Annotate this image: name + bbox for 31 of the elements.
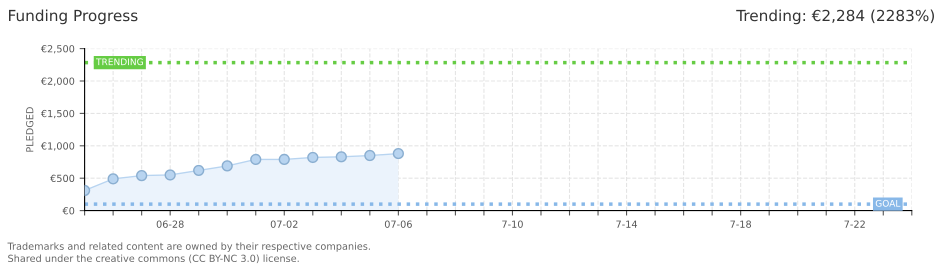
- ref-line-label: TRENDING: [96, 58, 143, 66]
- point: [364, 150, 376, 162]
- x-tick-label: 07-02: [270, 220, 298, 228]
- x-tick-label: 7-14: [616, 220, 638, 228]
- y-tick-label: €1,500: [40, 110, 74, 118]
- y-axis-title: PLEDGED: [26, 107, 34, 152]
- point: [278, 154, 290, 166]
- point: [193, 164, 204, 176]
- x-tick-label: 7-18: [730, 220, 752, 228]
- x-tick-label: 06-28: [156, 220, 184, 228]
- y-tick-label: €2,000: [40, 77, 74, 86]
- chart-subtitle: Trending: €2,284 (2283%): [736, 9, 934, 24]
- point: [108, 173, 119, 184]
- text: Shared under the creative commons (CC BY-NC 3.0) license.: [8, 254, 299, 264]
- y-tick-label: €1,000: [40, 142, 74, 151]
- x-tick-label: 7-10: [502, 220, 523, 228]
- point: [250, 154, 262, 166]
- point: [136, 170, 148, 182]
- point: [164, 169, 176, 181]
- ref-line-label: GOAL: [876, 200, 900, 207]
- y-tick-label: €2,500: [40, 45, 74, 54]
- y-tick-label: €500: [50, 174, 74, 182]
- chart-title: Funding Progress: [9, 9, 138, 24]
- text: Trademarks and related content are owned by their respective companies.: [7, 242, 370, 252]
- point: [307, 152, 318, 164]
- x-tick-label: 07-06: [384, 220, 412, 228]
- y-tick-label: €0: [62, 207, 74, 214]
- point: [336, 151, 347, 162]
- point: [392, 148, 404, 160]
- x-tick-label: 7-22: [844, 220, 865, 228]
- point: [222, 160, 233, 172]
